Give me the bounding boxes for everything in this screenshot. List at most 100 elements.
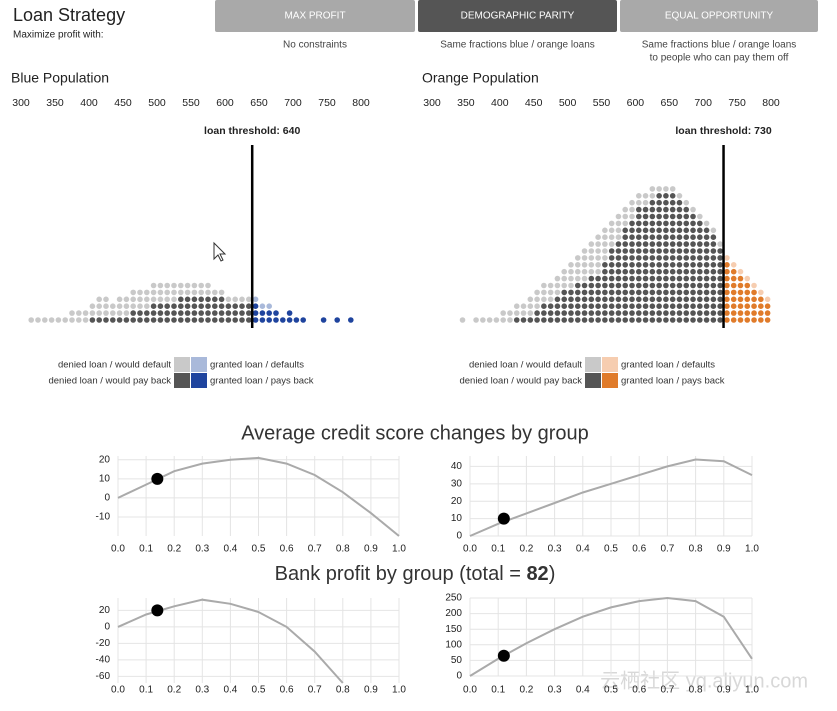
dot [500, 310, 506, 316]
repay-stack [697, 220, 703, 323]
repay-stack [541, 303, 547, 323]
dot [239, 317, 245, 323]
dot [568, 303, 574, 310]
dot [581, 317, 588, 323]
dot [157, 296, 164, 303]
dot [130, 303, 136, 310]
dot [69, 317, 75, 323]
dot [608, 241, 615, 247]
dot [602, 275, 608, 282]
dot [642, 255, 649, 261]
default-stack [110, 303, 116, 316]
dot [218, 289, 225, 296]
repay-stack [608, 248, 615, 323]
button-bg[interactable] [418, 0, 617, 32]
y-tick-label: 0 [104, 622, 110, 633]
dot [622, 317, 629, 323]
button-label[interactable]: EQUAL OPPORTUNITY [665, 11, 774, 22]
button-bg[interactable] [620, 0, 818, 32]
dot [676, 227, 683, 234]
dot [171, 310, 177, 316]
dot [629, 199, 635, 206]
strategy-button[interactable]: EQUAL OPPORTUNITY [620, 0, 818, 32]
dot [116, 303, 123, 310]
dot [683, 310, 690, 316]
default-stack [123, 296, 130, 316]
dot [758, 317, 764, 323]
default-stack [737, 268, 744, 275]
dot [588, 317, 595, 323]
repay-stack [286, 310, 293, 323]
default-stack [500, 310, 506, 323]
dot [157, 282, 164, 289]
default-stack [608, 220, 615, 247]
repay-stack [157, 303, 164, 323]
dot [642, 275, 649, 282]
dot [348, 317, 354, 323]
dot [676, 234, 683, 240]
dot [690, 310, 696, 316]
button-label[interactable]: DEMOGRAPHIC PARITY [461, 11, 575, 22]
dot [527, 310, 534, 316]
dot [710, 248, 717, 254]
default-stack [703, 220, 710, 227]
dot [561, 296, 568, 303]
dot [513, 303, 520, 310]
strategy-button[interactable]: MAX PROFIT [215, 0, 415, 32]
dot [574, 296, 581, 303]
repay-stack [574, 282, 581, 323]
score-tick: 350 [46, 97, 64, 109]
default-stack [164, 282, 170, 303]
dot [144, 317, 150, 323]
strategy-button[interactable]: DEMOGRAPHIC PARITY [418, 0, 617, 32]
button-bg[interactable] [215, 0, 415, 32]
dot [635, 296, 642, 303]
dot [561, 275, 568, 282]
dot [273, 310, 279, 316]
repay-stack [280, 317, 286, 323]
dot [710, 234, 717, 240]
dot [676, 317, 683, 323]
dot [225, 303, 232, 310]
repay-stack [581, 282, 588, 323]
dot [541, 317, 547, 323]
repay-stack [547, 303, 554, 323]
dot [642, 262, 649, 268]
dot [622, 303, 629, 310]
dot [184, 296, 191, 303]
dot [710, 227, 717, 234]
dot [649, 248, 656, 254]
dot [191, 317, 198, 323]
default-stack [35, 317, 41, 323]
default-stack [76, 310, 82, 323]
dot [602, 310, 608, 316]
dot [205, 289, 211, 296]
dot [669, 199, 676, 206]
dot [198, 289, 204, 296]
dot [547, 296, 554, 303]
default-stack [642, 193, 649, 206]
dot [697, 234, 703, 240]
repay-stack [246, 303, 252, 323]
default-stack [561, 268, 568, 289]
dot [595, 262, 601, 268]
button-label[interactable]: MAX PROFIT [284, 11, 345, 22]
dot [730, 317, 737, 323]
dot [588, 255, 595, 261]
dot [683, 268, 690, 275]
dot [615, 310, 622, 316]
dot [252, 317, 259, 323]
dot [649, 303, 656, 310]
dot [649, 199, 656, 206]
default-stack [55, 317, 62, 323]
dot [239, 303, 245, 310]
dot [622, 241, 629, 247]
dot [615, 282, 622, 289]
dot [595, 289, 601, 296]
dot [683, 255, 690, 261]
default-stack [513, 303, 520, 316]
dot [676, 262, 683, 268]
dot [690, 296, 696, 303]
dot [717, 289, 723, 296]
dot [615, 296, 622, 303]
